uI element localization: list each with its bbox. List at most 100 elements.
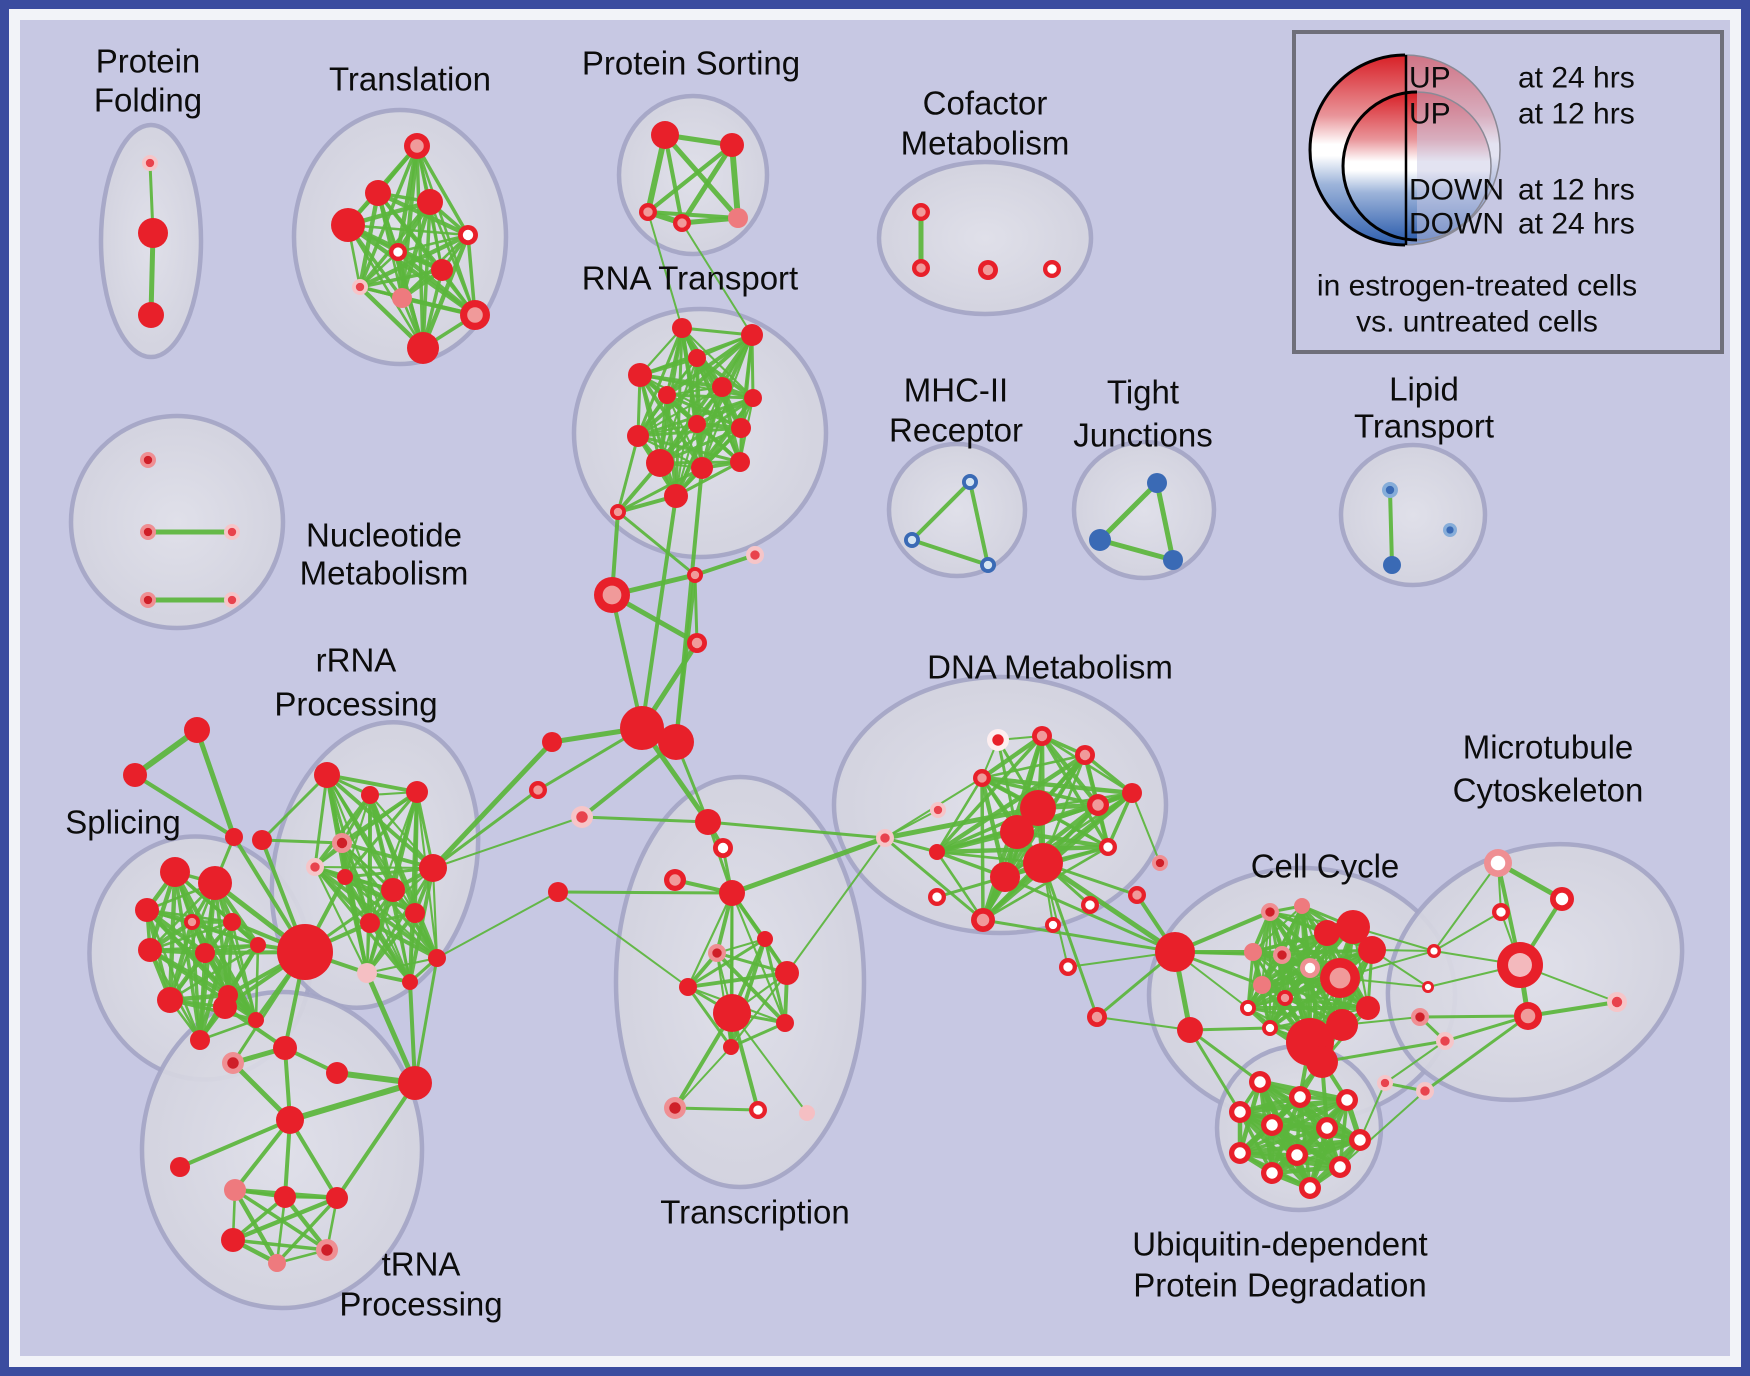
cluster-label-cell-cycle: Cell Cycle xyxy=(1251,848,1400,885)
edge xyxy=(1320,1039,1447,1064)
edge xyxy=(981,845,1110,922)
edge xyxy=(662,132,741,221)
edge xyxy=(260,773,329,842)
edge xyxy=(275,1196,339,1265)
edge xyxy=(230,1195,340,1243)
cluster-ellipse-cofactor-metabolism xyxy=(876,159,1094,317)
node-core-cm1 xyxy=(916,207,926,217)
cluster-ellipse-lipid-transport xyxy=(1338,442,1488,588)
edge xyxy=(556,890,734,895)
node-tr6 xyxy=(276,1106,304,1134)
node-rt3 xyxy=(688,349,706,367)
node-r3 xyxy=(406,781,428,803)
edge xyxy=(1433,862,1499,952)
node-x11 xyxy=(723,1039,739,1055)
edge xyxy=(935,776,984,854)
edge xyxy=(145,908,202,1042)
edge xyxy=(729,971,789,1049)
node-core-d6 xyxy=(880,833,890,843)
edge xyxy=(968,480,990,567)
cluster-label-transcription: Transcription xyxy=(660,1194,850,1231)
edge xyxy=(935,806,1040,854)
cluster-label-protein-sorting: Protein Sorting xyxy=(582,45,800,82)
cluster-label-lipid-transport-line1: Lipid xyxy=(1389,371,1459,408)
node-core-c11 xyxy=(1280,993,1290,1003)
node-core-x12 xyxy=(669,1102,681,1114)
edge xyxy=(980,753,1087,780)
edge xyxy=(365,888,395,975)
edge xyxy=(673,1106,760,1112)
node-s6 xyxy=(138,938,162,962)
node-core-u4 xyxy=(1234,1106,1246,1118)
node-r9 xyxy=(419,854,447,882)
node-core-m11 xyxy=(1380,1078,1390,1088)
edge xyxy=(616,466,704,514)
edge xyxy=(681,222,753,336)
edge xyxy=(636,385,724,438)
edge xyxy=(168,998,258,1022)
node-pf3 xyxy=(138,302,164,328)
legend-time-2: at 12 hrs xyxy=(1518,98,1635,131)
legend-inner-right-arc xyxy=(1416,91,1492,241)
cluster-label-nucleotide-metabolism-line1: Nucleotide xyxy=(306,517,462,554)
node-tr8 xyxy=(224,1179,246,1201)
node-r11 xyxy=(405,903,425,923)
edge xyxy=(313,790,419,869)
node-core-t1 xyxy=(410,139,424,153)
node-core-d4 xyxy=(977,773,987,783)
node-core-x3 xyxy=(669,874,681,886)
node-tr10 xyxy=(326,1187,348,1209)
node-rt1 xyxy=(672,318,692,338)
edge xyxy=(1433,911,1502,952)
node-core-m9 xyxy=(1611,996,1623,1008)
node-cn10 xyxy=(548,882,568,902)
node-t4 xyxy=(417,189,443,215)
node-r13 xyxy=(357,963,377,983)
edge xyxy=(1280,948,1374,957)
edge xyxy=(1041,861,1099,1019)
node-core-cn4 xyxy=(691,637,703,649)
edge xyxy=(658,426,743,465)
edge xyxy=(168,943,260,1002)
node-core-cn5 xyxy=(613,507,623,517)
node-lt2 xyxy=(1383,556,1401,574)
node-tj3 xyxy=(1163,550,1183,570)
cluster-label-trna-processing-line1: tRNA xyxy=(382,1246,461,1283)
edge xyxy=(679,142,735,226)
edge xyxy=(686,971,789,989)
edge xyxy=(325,773,419,794)
node-t11 xyxy=(407,332,439,364)
cluster-label-protein-folding-line2: Folding xyxy=(94,82,202,119)
edge xyxy=(365,866,435,975)
edge xyxy=(715,951,789,975)
edge xyxy=(786,837,886,974)
edge xyxy=(616,510,697,577)
edge xyxy=(979,733,1045,781)
node-rrx xyxy=(252,830,272,850)
edge xyxy=(729,835,888,896)
legend-note-line2: vs. untreated cells xyxy=(1356,306,1598,339)
node-core-nm1 xyxy=(143,455,153,465)
edge xyxy=(1384,1040,1446,1084)
node-c10 xyxy=(1253,976,1271,994)
edge xyxy=(979,775,1135,796)
node-tj1 xyxy=(1147,473,1167,493)
edge xyxy=(408,790,419,984)
edge xyxy=(413,956,439,1085)
edge xyxy=(430,739,555,871)
edge xyxy=(981,753,1087,922)
node-r1 xyxy=(314,762,340,788)
node-core-u10 xyxy=(1266,1167,1278,1179)
node-tr3 xyxy=(273,1036,297,1060)
node-r7 xyxy=(381,878,405,902)
node-s12 xyxy=(248,1012,264,1028)
node-core-d16 xyxy=(1085,900,1095,910)
edge xyxy=(706,820,887,840)
node-core-d17 xyxy=(1048,920,1058,930)
node-core-u9 xyxy=(1291,1149,1303,1161)
edge xyxy=(1002,802,1101,880)
legend-direction-1: UP xyxy=(1409,62,1451,95)
legend-direction-4: DOWN xyxy=(1409,208,1504,241)
